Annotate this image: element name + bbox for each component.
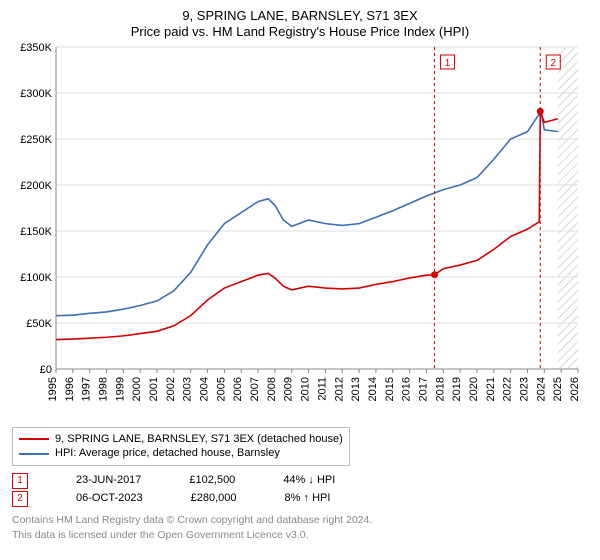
credits: Contains HM Land Registry data © Crown c… bbox=[12, 513, 588, 541]
svg-text:2009: 2009 bbox=[283, 377, 295, 401]
svg-text:2019: 2019 bbox=[451, 377, 463, 401]
svg-text:2008: 2008 bbox=[266, 377, 278, 401]
svg-text:2001: 2001 bbox=[148, 377, 160, 401]
svg-text:2016: 2016 bbox=[401, 377, 413, 401]
annotation-date-2: 06-OCT-2023 bbox=[76, 490, 143, 508]
svg-text:2020: 2020 bbox=[468, 377, 480, 401]
svg-text:£350K: £350K bbox=[20, 42, 52, 54]
svg-text:2015: 2015 bbox=[384, 377, 396, 401]
svg-text:2005: 2005 bbox=[215, 377, 227, 401]
svg-text:2018: 2018 bbox=[434, 377, 446, 401]
svg-text:2017: 2017 bbox=[417, 377, 429, 401]
annotation-delta-2: 8% ↑ HPI bbox=[285, 490, 331, 508]
svg-text:1998: 1998 bbox=[98, 377, 110, 401]
credits-line2: This data is licensed under the Open Gov… bbox=[12, 529, 309, 541]
svg-text:2012: 2012 bbox=[333, 377, 345, 401]
svg-text:2010: 2010 bbox=[300, 377, 312, 401]
annotation-price-2: £280,000 bbox=[191, 490, 237, 508]
arrow-down-icon: ↓ bbox=[308, 474, 314, 486]
annotation-table: 1 23-JUN-2017 £102,500 44% ↓ HPI 2 06-OC… bbox=[12, 472, 588, 507]
legend-label-0: 9, SPRING LANE, BARNSLEY, S71 3EX (detac… bbox=[55, 432, 343, 447]
svg-text:£250K: £250K bbox=[20, 134, 52, 146]
svg-text:2026: 2026 bbox=[569, 377, 581, 401]
svg-text:2003: 2003 bbox=[182, 377, 194, 401]
annotation-row: 2 06-OCT-2023 £280,000 8% ↑ HPI bbox=[12, 490, 588, 508]
svg-text:2014: 2014 bbox=[367, 377, 379, 401]
chart-area: £0 £50K £100K £150K £200K £250K £300K £350K 1995… bbox=[12, 41, 588, 421]
svg-text:2002: 2002 bbox=[165, 377, 177, 401]
svg-text:1999: 1999 bbox=[114, 377, 126, 401]
legend-swatch-0 bbox=[19, 438, 49, 440]
credits-line1: Contains HM Land Registry data © Crown c… bbox=[12, 514, 372, 526]
annotation-row: 1 23-JUN-2017 £102,500 44% ↓ HPI bbox=[12, 472, 588, 490]
svg-text:2023: 2023 bbox=[518, 377, 530, 401]
svg-text:2006: 2006 bbox=[232, 377, 244, 401]
chart-title-line2: Price paid vs. HM Land Registry's House … bbox=[131, 24, 469, 39]
svg-text:2000: 2000 bbox=[131, 377, 143, 401]
svg-text:2021: 2021 bbox=[485, 377, 497, 401]
svg-text:£50K: £50K bbox=[26, 318, 52, 330]
arrow-up-icon: ↑ bbox=[304, 492, 310, 504]
svg-text:1997: 1997 bbox=[81, 377, 93, 401]
legend-item: 9, SPRING LANE, BARNSLEY, S71 3EX (detac… bbox=[19, 432, 343, 447]
svg-text:2: 2 bbox=[551, 58, 557, 69]
legend-label-1: HPI: Average price, detached house, Barn… bbox=[55, 446, 280, 461]
svg-text:£200K: £200K bbox=[20, 180, 52, 192]
svg-text:2007: 2007 bbox=[249, 377, 261, 401]
annotation-badge-1: 1 bbox=[12, 473, 28, 489]
svg-text:1995: 1995 bbox=[47, 377, 59, 401]
annotation-delta-1: 44% ↓ HPI bbox=[283, 472, 335, 490]
svg-text:2024: 2024 bbox=[535, 377, 547, 401]
chart-svg: £0 £50K £100K £150K £200K £250K £300K £350K 1995… bbox=[12, 41, 588, 421]
svg-text:£100K: £100K bbox=[20, 272, 52, 284]
svg-text:2013: 2013 bbox=[350, 377, 362, 401]
svg-text:2011: 2011 bbox=[316, 377, 328, 401]
svg-text:2025: 2025 bbox=[552, 377, 564, 401]
annotation-date-1: 23-JUN-2017 bbox=[76, 472, 141, 490]
annotation-price-1: £102,500 bbox=[189, 472, 235, 490]
annotation-badge-2: 2 bbox=[12, 491, 28, 507]
svg-text:1: 1 bbox=[445, 58, 451, 69]
svg-text:1996: 1996 bbox=[64, 377, 76, 401]
svg-text:£300K: £300K bbox=[20, 88, 52, 100]
svg-text:2022: 2022 bbox=[502, 376, 514, 400]
svg-text:£0: £0 bbox=[40, 364, 52, 376]
svg-text:£150K: £150K bbox=[20, 226, 52, 238]
svg-text:2004: 2004 bbox=[199, 377, 211, 401]
legend-item: HPI: Average price, detached house, Barn… bbox=[19, 446, 343, 461]
chart-title-line1: 9, SPRING LANE, BARNSLEY, S71 3EX bbox=[182, 8, 417, 23]
legend-box: 9, SPRING LANE, BARNSLEY, S71 3EX (detac… bbox=[12, 427, 350, 467]
legend-swatch-1 bbox=[19, 453, 49, 455]
